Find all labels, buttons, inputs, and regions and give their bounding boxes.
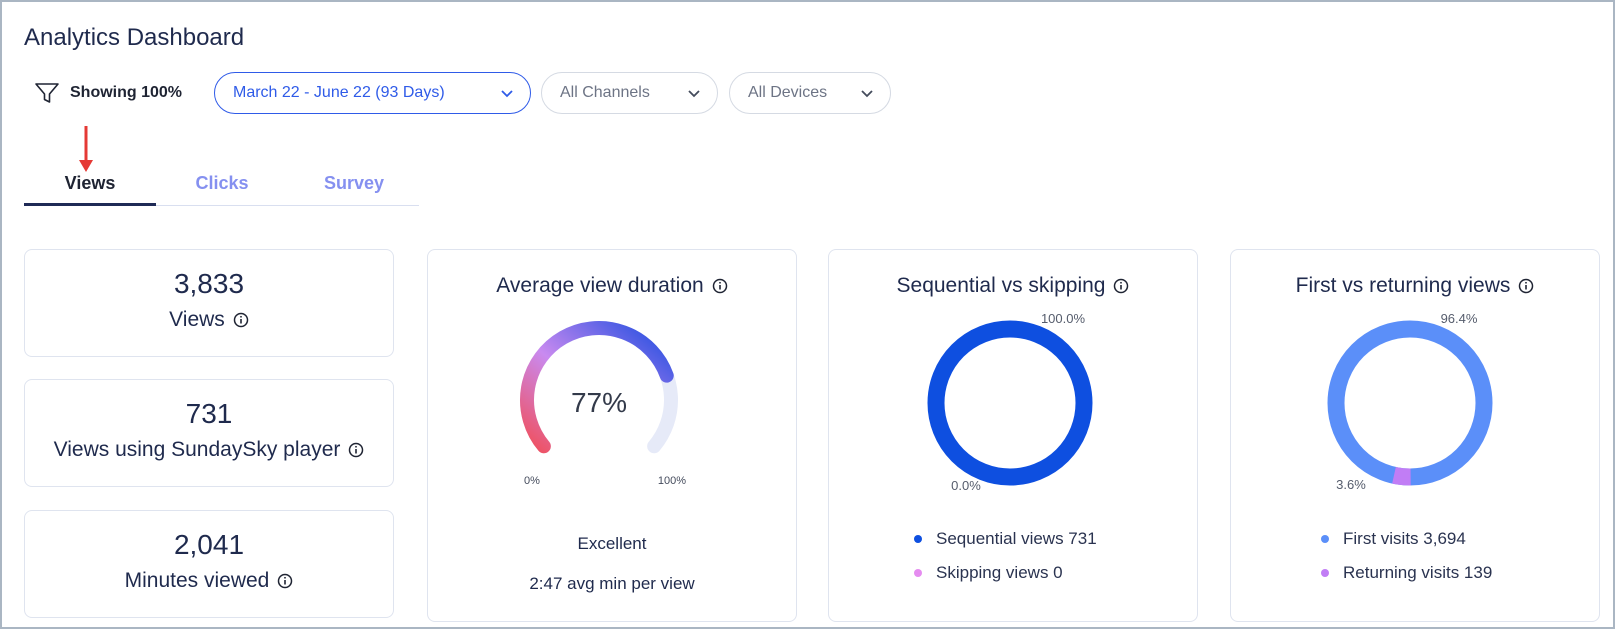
- chevron-down-icon: [501, 90, 513, 98]
- page-title: Analytics Dashboard: [24, 24, 245, 51]
- card-title: Sequential vs skipping: [896, 274, 1106, 297]
- stat-label-row: Minutes viewed: [25, 569, 393, 593]
- sequential-card: Sequential vs skipping 100.0% 0.0% Seque…: [828, 249, 1198, 622]
- filter-row: Showing 100%: [24, 72, 182, 114]
- legend-dot: [914, 535, 922, 543]
- legend-label: Sequential views 731: [936, 529, 1097, 548]
- legend-dot: [1321, 569, 1329, 577]
- stat-value: 731: [185, 398, 233, 429]
- stat-label-row: Views: [25, 308, 393, 332]
- legend-label: First visits 3,694: [1343, 529, 1466, 548]
- card-title-row: First vs returning views: [1231, 274, 1599, 298]
- legend-item: Returning visits 139: [1321, 563, 1492, 583]
- showing-filter[interactable]: Showing 100%: [34, 81, 182, 105]
- tab-clicks[interactable]: Clicks: [195, 173, 249, 193]
- donut-top-label: 100.0%: [1041, 311, 1086, 326]
- stat-card-player-views: 731 Views using SundaySky player: [24, 379, 394, 487]
- stat-label: Views using SundaySky player: [53, 438, 341, 461]
- filter-icon: [35, 83, 59, 103]
- gauge-chart: 77% 0% 100%: [520, 321, 686, 487]
- legend-label: Returning visits 139: [1343, 563, 1493, 582]
- donut-bottom-label: 0.0%: [951, 478, 981, 493]
- gauge-fill: [520, 321, 674, 454]
- gauge-max-label: 100%: [658, 475, 686, 487]
- legend-dot: [1321, 535, 1329, 543]
- card-title: First vs returning views: [1295, 274, 1511, 297]
- showing-label: Showing 100%: [70, 84, 183, 101]
- stat-card-views: 3,833 Views: [24, 249, 394, 357]
- info-icon[interactable]: [277, 573, 293, 589]
- legend-item: First visits 3,694: [1321, 529, 1466, 549]
- legend-dot: [914, 569, 922, 577]
- red-arrow-annotation-icon: [79, 126, 93, 172]
- sequential-donut-chart: 100.0% 0.0%: [927, 311, 1093, 493]
- avg-min-label: 2:47 avg min per view: [529, 574, 695, 593]
- donut-bottom-label: 3.6%: [1336, 477, 1366, 492]
- tab-bar: Views Clicks Survey: [24, 168, 419, 206]
- stat-label: Minutes viewed: [124, 569, 270, 592]
- channels-value: All Channels: [560, 84, 650, 101]
- info-icon[interactable]: [1518, 278, 1534, 294]
- date-range-value: March 22 - June 22 (93 Days): [233, 84, 445, 101]
- donut-top-label: 96.4%: [1441, 311, 1478, 326]
- stat-label-row: Views using SundaySky player: [25, 438, 393, 462]
- first-returning-donut-chart: 96.4% 3.6%: [1327, 311, 1493, 492]
- avg-duration-card: Average view duration 77% 0% 100% Excell…: [427, 249, 797, 622]
- first-returning-card: First vs returning views 96.4% 3.6% Firs…: [1230, 249, 1600, 622]
- info-icon[interactable]: [348, 442, 364, 458]
- channels-dropdown[interactable]: All Channels: [541, 72, 718, 114]
- rating-label: Excellent: [577, 534, 647, 553]
- tab-views[interactable]: Views: [24, 168, 156, 206]
- stat-value: 3,833: [173, 268, 245, 299]
- card-title-row: Sequential vs skipping: [829, 274, 1197, 298]
- legend-item: Sequential views 731: [914, 529, 1097, 549]
- card-title: Average view duration: [496, 274, 704, 297]
- donut-slice-returning: [1392, 466, 1411, 486]
- legend-label: Skipping views 0: [936, 563, 1063, 582]
- devices-value: All Devices: [748, 84, 828, 101]
- info-icon[interactable]: [233, 312, 249, 328]
- chevron-down-icon: [861, 90, 873, 98]
- stat-label: Views: [169, 308, 225, 331]
- stat-card-minutes: 2,041 Minutes viewed: [24, 510, 394, 618]
- info-icon[interactable]: [1113, 278, 1129, 294]
- chevron-down-icon: [688, 90, 700, 98]
- donut-slice-sequential: [927, 320, 1093, 486]
- gauge-value: 77%: [571, 387, 627, 418]
- card-title-row: Average view duration: [428, 274, 796, 298]
- date-range-dropdown[interactable]: March 22 - June 22 (93 Days): [214, 72, 531, 114]
- devices-dropdown[interactable]: All Devices: [729, 72, 891, 114]
- tab-survey[interactable]: Survey: [323, 173, 385, 193]
- info-icon[interactable]: [712, 278, 728, 294]
- donut-slice-first: [1327, 320, 1493, 486]
- gauge-min-label: 0%: [524, 475, 540, 487]
- stat-value: 2,041: [173, 529, 245, 560]
- legend-item: Skipping views 0: [914, 563, 1063, 583]
